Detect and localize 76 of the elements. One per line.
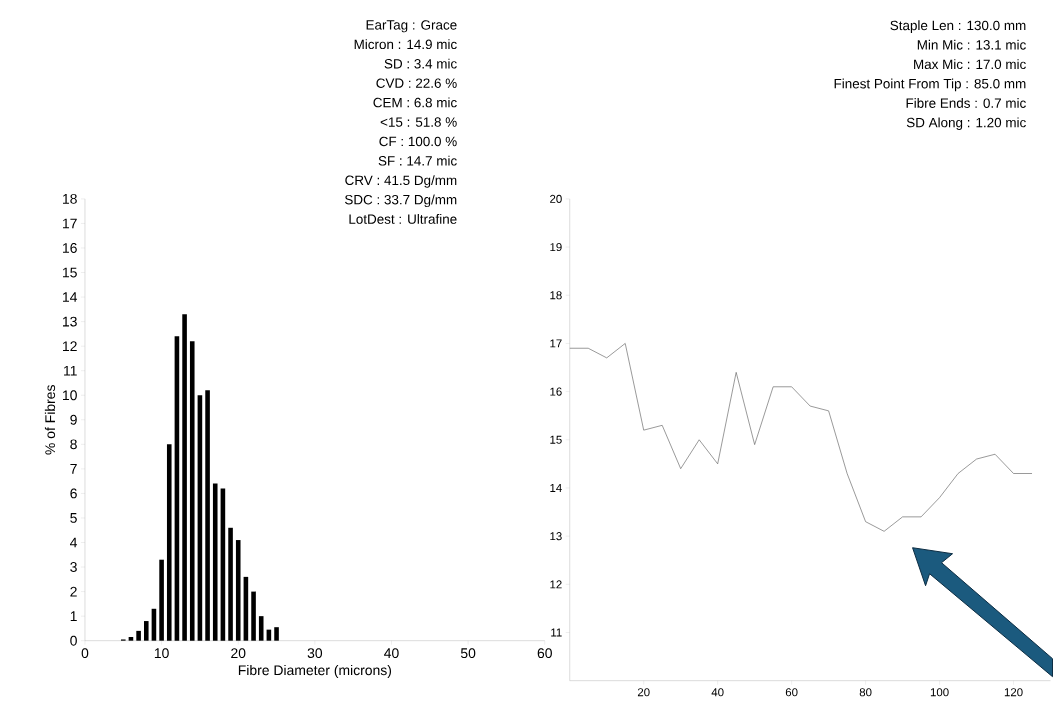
- bar: [205, 390, 210, 641]
- y-tick-label: 5: [70, 513, 77, 524]
- line-series: [569, 343, 1033, 532]
- x-tick-label: 20: [231, 648, 246, 659]
- y-tick-label: 10: [63, 390, 77, 401]
- x-tick-label: 60: [785, 688, 798, 697]
- bar: [258, 616, 264, 641]
- text: Staple Len : 130.0 mm: [890, 20, 1026, 34]
- y-tick-label: 14: [550, 484, 562, 493]
- y-tick-label: 2: [70, 586, 77, 597]
- bar: [228, 527, 233, 641]
- y-tick-label: 19: [550, 243, 562, 252]
- bar: [189, 341, 195, 641]
- bar: [166, 444, 172, 641]
- y-tick-label: 12: [63, 341, 77, 352]
- y-tick-label: 7: [70, 464, 77, 474]
- annotation: LotDest : Ultrafine: [349, 214, 457, 225]
- y-tick-label: 13: [63, 316, 77, 327]
- text: Micron : 14.9 mic: [354, 39, 457, 50]
- y-tick-label: 13: [550, 532, 562, 541]
- bar: [235, 540, 241, 641]
- x-tick-label: 100: [930, 688, 949, 697]
- text: SD Along : 1.20 mic: [906, 117, 1026, 131]
- text: CEM : 6.8 mic: [373, 97, 457, 108]
- y-tick-label: 9: [70, 415, 77, 425]
- y-tick-label: 0: [70, 635, 77, 646]
- y-tick-label: 11: [551, 628, 562, 637]
- text: Max Mic : 17.0 mic: [914, 59, 1026, 70]
- y-tick-label: 18: [550, 291, 562, 300]
- bar: [159, 559, 164, 641]
- y-tick-label: 3: [70, 562, 77, 573]
- y-tick-label: 18: [63, 194, 77, 204]
- text: EarTag : Grace: [366, 20, 457, 33]
- x-tick-label: 50: [460, 648, 476, 659]
- x-axis-title: Fibre Diameter (microns): [238, 665, 392, 679]
- y-tick-label: 12: [550, 580, 562, 589]
- text: CVD : 22.6 %: [376, 78, 457, 89]
- y-tick-label: 6: [70, 488, 77, 499]
- y-tick-label: 8: [70, 439, 77, 450]
- y-tick-label: 17: [63, 218, 77, 229]
- x-tick-label: 0: [81, 648, 89, 659]
- y-tick-label: 1: [70, 611, 77, 622]
- x-tick-label: 80: [859, 688, 872, 697]
- x-tick-label: 30: [307, 648, 323, 659]
- text: Finest Point From Tip : 85.0 mm: [834, 78, 1026, 92]
- bar: [136, 631, 141, 641]
- y-tick-label: 4: [70, 537, 78, 548]
- bar: [274, 627, 279, 641]
- x-tick-label: 20: [637, 688, 650, 697]
- text: CF : 100.0 %: [379, 136, 457, 147]
- text: SF : 14.7 mic: [378, 155, 457, 166]
- text: SD : 3.4 mic: [384, 58, 457, 69]
- x-tick-label: 40: [711, 688, 724, 697]
- text: <15 : 51.8 %: [380, 117, 457, 127]
- text: Fibre Ends : 0.7 mic: [906, 98, 1026, 109]
- y-tick-label: 16: [63, 243, 77, 254]
- x-tick-label: 120: [1004, 688, 1023, 697]
- y-tick-label: 15: [63, 267, 77, 278]
- y-tick-label: 20: [550, 195, 562, 204]
- y-tick-label: 15: [550, 435, 562, 444]
- bar: [251, 591, 256, 641]
- y-tick-label: 11: [64, 366, 77, 376]
- text: CRV : 41.5 Dg/mm: [345, 175, 457, 188]
- bar: [143, 621, 149, 641]
- bar: [182, 314, 187, 641]
- annotation: SDC : 33.7 Dg/mm: [344, 194, 457, 208]
- x-tick-label: 40: [384, 648, 399, 659]
- bar: [212, 483, 218, 641]
- x-tick-label: 10: [154, 648, 169, 659]
- bar: [128, 637, 134, 641]
- text: Min Mic : 13.1 mic: [917, 39, 1026, 50]
- y-axis-title: % of Fibres: [44, 385, 56, 455]
- x-tick-label: 60: [537, 648, 552, 659]
- y-tick-label: 14: [63, 292, 78, 303]
- y-tick-label: 16: [550, 387, 562, 396]
- y-tick-label: 17: [550, 339, 562, 348]
